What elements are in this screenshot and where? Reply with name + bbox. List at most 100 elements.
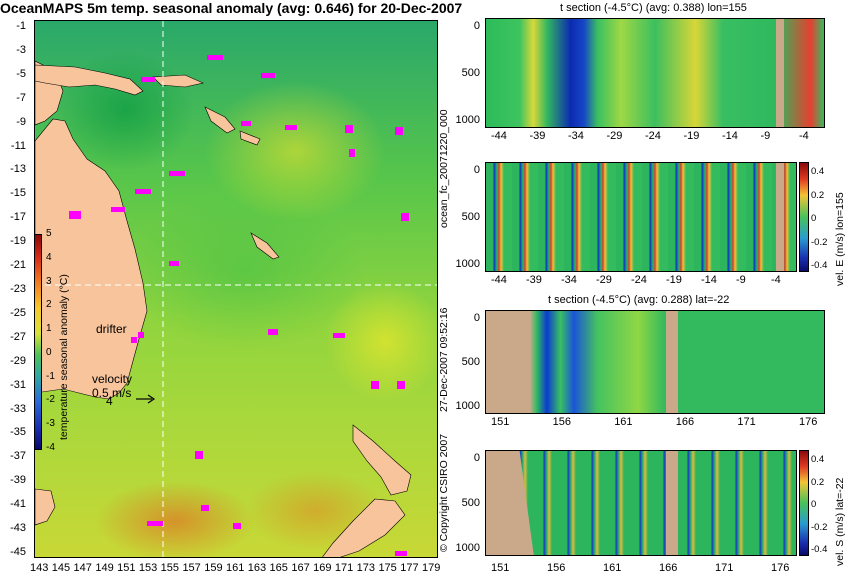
map-lat-tick: -3 (16, 43, 26, 56)
drifter-markers (69, 55, 409, 556)
map-lon-tick: 179 (422, 562, 441, 574)
drifter-legend: drifter (96, 322, 127, 336)
copyright-text: © Copyright CSIRO 2007 (438, 433, 450, 552)
section3-title: t section (-4.5°C) (avg: 0.288) lat=-22 (548, 294, 730, 306)
map-lon-tick: 177 (400, 562, 419, 574)
map-lon-tick: 163 (247, 562, 267, 574)
section-x-tick: -29 (596, 274, 612, 286)
map-colorbar-tick: 4 (46, 251, 52, 263)
map-lat-tick: -5 (16, 67, 26, 80)
map-lon-tick: 155 (160, 562, 180, 574)
section-y-tick: 0 (473, 164, 480, 176)
nz-south-island (322, 498, 406, 557)
map-colorbar-tick: -4 (46, 442, 55, 453)
section2-colorbar (799, 162, 809, 272)
map-lat-tick: -29 (10, 354, 26, 367)
section-x-tick: -34 (568, 130, 584, 142)
section2-y-axis: 0 500 1000 (454, 162, 482, 272)
section-x-tick: 151 (491, 562, 510, 574)
section4-x-axis: 151 156 161 166 171 176 (485, 562, 797, 576)
section-colorbar-tick: -0.2 (811, 521, 828, 533)
map-lat-tick: -15 (10, 187, 26, 200)
map-lon-tick: 171 (334, 562, 354, 574)
map-lon-tick: 175 (378, 562, 397, 574)
map-lon-tick: 161 (226, 562, 245, 574)
section-x-tick: 176 (799, 416, 818, 428)
section-x-tick: 161 (614, 416, 633, 428)
section2-colorbar-label: vel. E (m/s) lon=155 (834, 192, 846, 286)
file-name-text: ocean_fc_20071220_000 (438, 109, 450, 228)
section-colorbar-tick: -0.4 (811, 260, 828, 271)
section-y-tick: 0 (473, 20, 480, 32)
map-lon-tick: 173 (356, 562, 376, 574)
section2-plot (485, 162, 797, 272)
section-y-tick: 500 (461, 211, 480, 223)
map-lat-tick: -11 (10, 139, 26, 152)
map-colorbar-tick: 1 (46, 323, 52, 335)
section-y-tick: 500 (461, 67, 480, 79)
section1-land (776, 19, 784, 127)
map-lon-tick: 147 (73, 562, 92, 574)
section-x-tick: 176 (771, 562, 790, 574)
velocity-arrow-icon (136, 394, 156, 404)
map-lon-tick: 153 (138, 562, 158, 574)
map-lat-tick: -33 (10, 402, 26, 415)
map-colorbar-label: temperature seasonal anomaly (°C) (58, 274, 70, 440)
section4-colorbar-label: vel. S (m/s) lat=-22 (834, 477, 846, 566)
map-lat-tick: -35 (10, 426, 26, 439)
map-lon-tick: 169 (313, 562, 332, 574)
section4-colorbar-ticks: 0.4 0.2 0 -0.2 -0.4 (811, 450, 835, 556)
map-lon-tick: 143 (30, 562, 49, 574)
section-x-tick: -19 (683, 130, 700, 142)
map-lat-tick: -43 (10, 522, 26, 535)
section-y-tick: 0 (473, 312, 480, 324)
map-lon-tick: 159 (204, 562, 223, 574)
section-x-tick: -34 (561, 274, 577, 286)
map-lat-tick: -21 (10, 259, 26, 272)
section-x-tick: 151 (491, 416, 510, 428)
section2-land (776, 163, 784, 271)
section-x-tick: -9 (760, 130, 771, 142)
map-lon-tick: 145 (51, 562, 71, 574)
section-x-tick: -24 (631, 274, 647, 286)
date-time-text: 27-Dec-2007 09:52:16 (438, 307, 450, 413)
section-y-tick: 1000 (455, 400, 480, 412)
map-lat-tick: -7 (16, 91, 26, 104)
section4-land (666, 451, 678, 555)
tasmania-land (35, 488, 56, 526)
section-x-tick: -29 (606, 130, 623, 142)
section-x-tick: 166 (659, 562, 678, 574)
section-x-tick: -44 (491, 130, 507, 142)
section2-colorbar-ticks: 0.4 0.2 0 -0.2 -0.4 (811, 162, 835, 272)
section1-y-axis: 0 500 1000 (454, 18, 482, 128)
section1-x-axis: -44 -39 -34 -29 -24 -19 -14 -9 -4 (485, 130, 825, 144)
section-colorbar-tick: 0 (811, 499, 817, 510)
section-x-tick: 171 (737, 416, 756, 428)
section-x-tick: -24 (645, 130, 661, 142)
section-y-tick: 1000 (455, 542, 480, 554)
section-colorbar-tick: 0.4 (811, 454, 825, 465)
map-colorbar-tick: 5 (46, 228, 52, 239)
section3-plot (485, 310, 825, 414)
section-colorbar-tick: -0.4 (811, 544, 828, 555)
section-y-tick: 500 (461, 497, 480, 509)
map-plot (34, 20, 438, 558)
section-x-tick: 166 (675, 416, 695, 428)
map-colorbar-tick: 2 (46, 299, 52, 311)
map-lat-tick: -39 (10, 474, 26, 487)
map-colorbar-tick: 0 (46, 346, 52, 358)
section3-x-axis: 151 156 161 166 171 176 (485, 416, 825, 430)
section-colorbar-tick: 0.4 (811, 166, 825, 177)
map-lat-tick: -1 (16, 20, 26, 32)
velocity-legend: velocity (92, 372, 133, 386)
map-colorbar-tick: -1 (46, 370, 55, 382)
solomons-land (204, 106, 236, 134)
new-guinea-land (35, 64, 144, 96)
map-lat-tick: -23 (10, 283, 26, 295)
section-x-tick: -19 (666, 274, 682, 286)
nz-north-island (352, 424, 412, 496)
map-colorbar-tick: -2 (46, 394, 55, 406)
map-lat-tick: -19 (10, 235, 26, 248)
solomons-land-2 (239, 130, 261, 146)
map-lon-axis: 143 145 147 149 151 153 155 157 159 161 163 165 167 1… (30, 562, 442, 578)
